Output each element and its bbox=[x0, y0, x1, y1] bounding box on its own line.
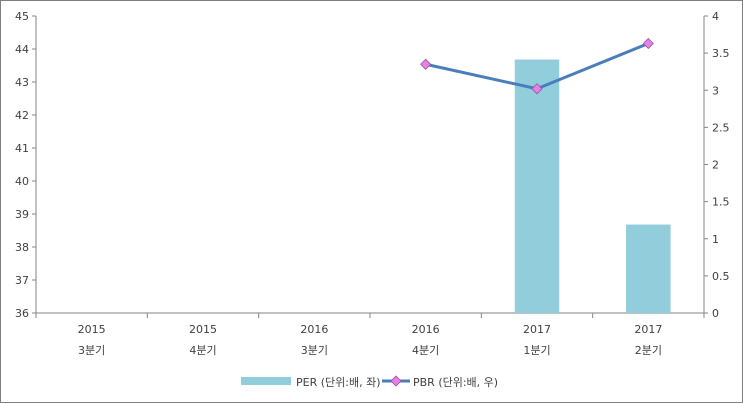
left-tick-label: 44 bbox=[15, 43, 29, 56]
right-tick-label: 2 bbox=[712, 159, 719, 172]
x-label-quarter: 1분기 bbox=[523, 344, 550, 357]
x-label-year: 2016 bbox=[300, 323, 328, 336]
legend-pbr-label: PBR (단위:배, 우) bbox=[413, 376, 498, 389]
pbr-line bbox=[420, 37, 654, 95]
pbr-point bbox=[642, 37, 654, 50]
right-tick-label: 4 bbox=[712, 10, 719, 23]
x-label-quarter: 3분기 bbox=[301, 344, 328, 357]
right-tick-label: 2.5 bbox=[712, 121, 730, 134]
right-tick-label: 0.5 bbox=[712, 270, 730, 283]
x-label-year: 2017 bbox=[523, 323, 551, 336]
x-label-year: 2016 bbox=[412, 323, 440, 336]
left-tick-label: 41 bbox=[15, 142, 29, 155]
pbr-point bbox=[420, 58, 432, 70]
axes: 36 37 38 39 40 41 42 43 44 45 0 0.5 1 1.5 2 2.5 3 3.5 4 bbox=[15, 10, 730, 320]
left-tick-label: 39 bbox=[15, 208, 29, 221]
left-tick-label: 37 bbox=[15, 274, 29, 287]
left-tick-label: 42 bbox=[15, 109, 29, 122]
legend-per-label: PER (단위:배, 좌) bbox=[296, 376, 381, 389]
right-tick-label: 1 bbox=[712, 233, 719, 246]
right-tick-label: 3 bbox=[712, 84, 719, 97]
legend: PER (단위:배, 좌) PBR (단위:배, 우) bbox=[241, 375, 498, 389]
legend-per-swatch bbox=[241, 377, 291, 385]
x-label-quarter: 2분기 bbox=[635, 344, 662, 357]
x-label-quarter: 4분기 bbox=[189, 344, 216, 357]
x-label-year: 2015 bbox=[78, 323, 106, 336]
x-label-quarter: 3분기 bbox=[78, 344, 105, 357]
x-label-year: 2017 bbox=[634, 323, 662, 336]
left-tick-label: 38 bbox=[15, 241, 29, 254]
pbr-point bbox=[531, 83, 543, 95]
x-label-quarter: 4분기 bbox=[412, 344, 439, 357]
legend-pbr-marker bbox=[390, 375, 402, 387]
right-tick-label: 1.5 bbox=[712, 196, 730, 209]
x-axis-labels: 2015 3분기 2015 4분기 2016 3분기 2016 4분기 2017 1분기 2017 2… bbox=[78, 323, 663, 357]
left-tick-label: 40 bbox=[15, 175, 29, 188]
per-bars bbox=[514, 59, 671, 314]
per-bar bbox=[514, 59, 560, 314]
left-tick-label: 45 bbox=[15, 10, 29, 23]
right-tick-label: 3.5 bbox=[712, 47, 730, 60]
x-label-year: 2015 bbox=[189, 323, 217, 336]
per-bar bbox=[626, 224, 671, 313]
left-tick-label: 36 bbox=[15, 307, 29, 320]
left-tick-label: 43 bbox=[15, 76, 29, 89]
right-tick-label: 0 bbox=[712, 307, 719, 320]
